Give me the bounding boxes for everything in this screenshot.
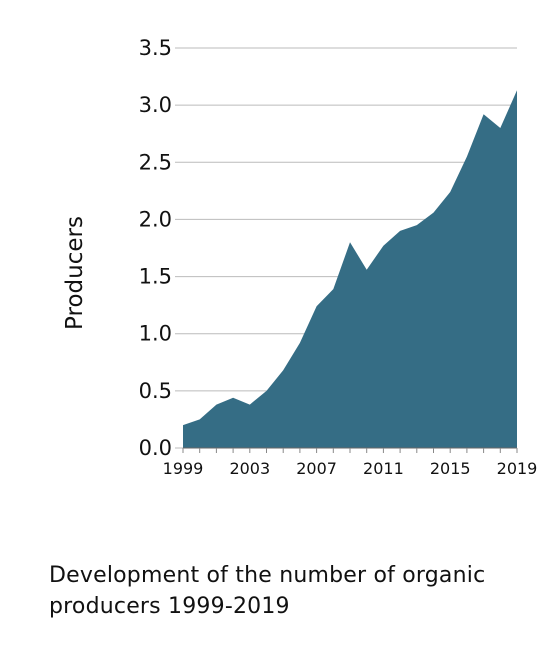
x-tick-label-2015: 2015 [430, 459, 471, 478]
y-tick-label-0.5: 0.5 [139, 379, 172, 403]
y-axis-label: Producers [62, 216, 88, 330]
series-area [183, 90, 517, 448]
x-tick-label-2007: 2007 [296, 459, 337, 478]
area-chart: 0.0 0.5 1.0 1.5 2.0 2.5 3.0 3.5 1999 2003 2007 201… [62, 36, 538, 478]
y-tick-label-0.0: 0.0 [139, 436, 172, 460]
x-tick-labels: 1999 2003 2007 2011 2015 2019 [163, 459, 538, 478]
y-tick-label-3.5: 3.5 [139, 36, 172, 60]
y-tick-labels: 0.0 0.5 1.0 1.5 2.0 2.5 3.0 3.5 [139, 36, 172, 460]
y-tick-label-3.0: 3.0 [139, 93, 172, 117]
x-tick-label-2019: 2019 [497, 459, 538, 478]
y-tick-label-2.5: 2.5 [139, 150, 172, 174]
x-tick-label-2011: 2011 [363, 459, 404, 478]
figure-caption: Development of the number of organic pro… [49, 563, 486, 619]
y-tick-label-2.0: 2.0 [139, 207, 172, 231]
x-tick-label-1999: 1999 [163, 459, 204, 478]
y-tick-label-1.5: 1.5 [139, 265, 172, 289]
x-tick-label-2003: 2003 [229, 459, 270, 478]
y-tick-label-1.0: 1.0 [139, 322, 172, 346]
axes [182, 90, 518, 453]
